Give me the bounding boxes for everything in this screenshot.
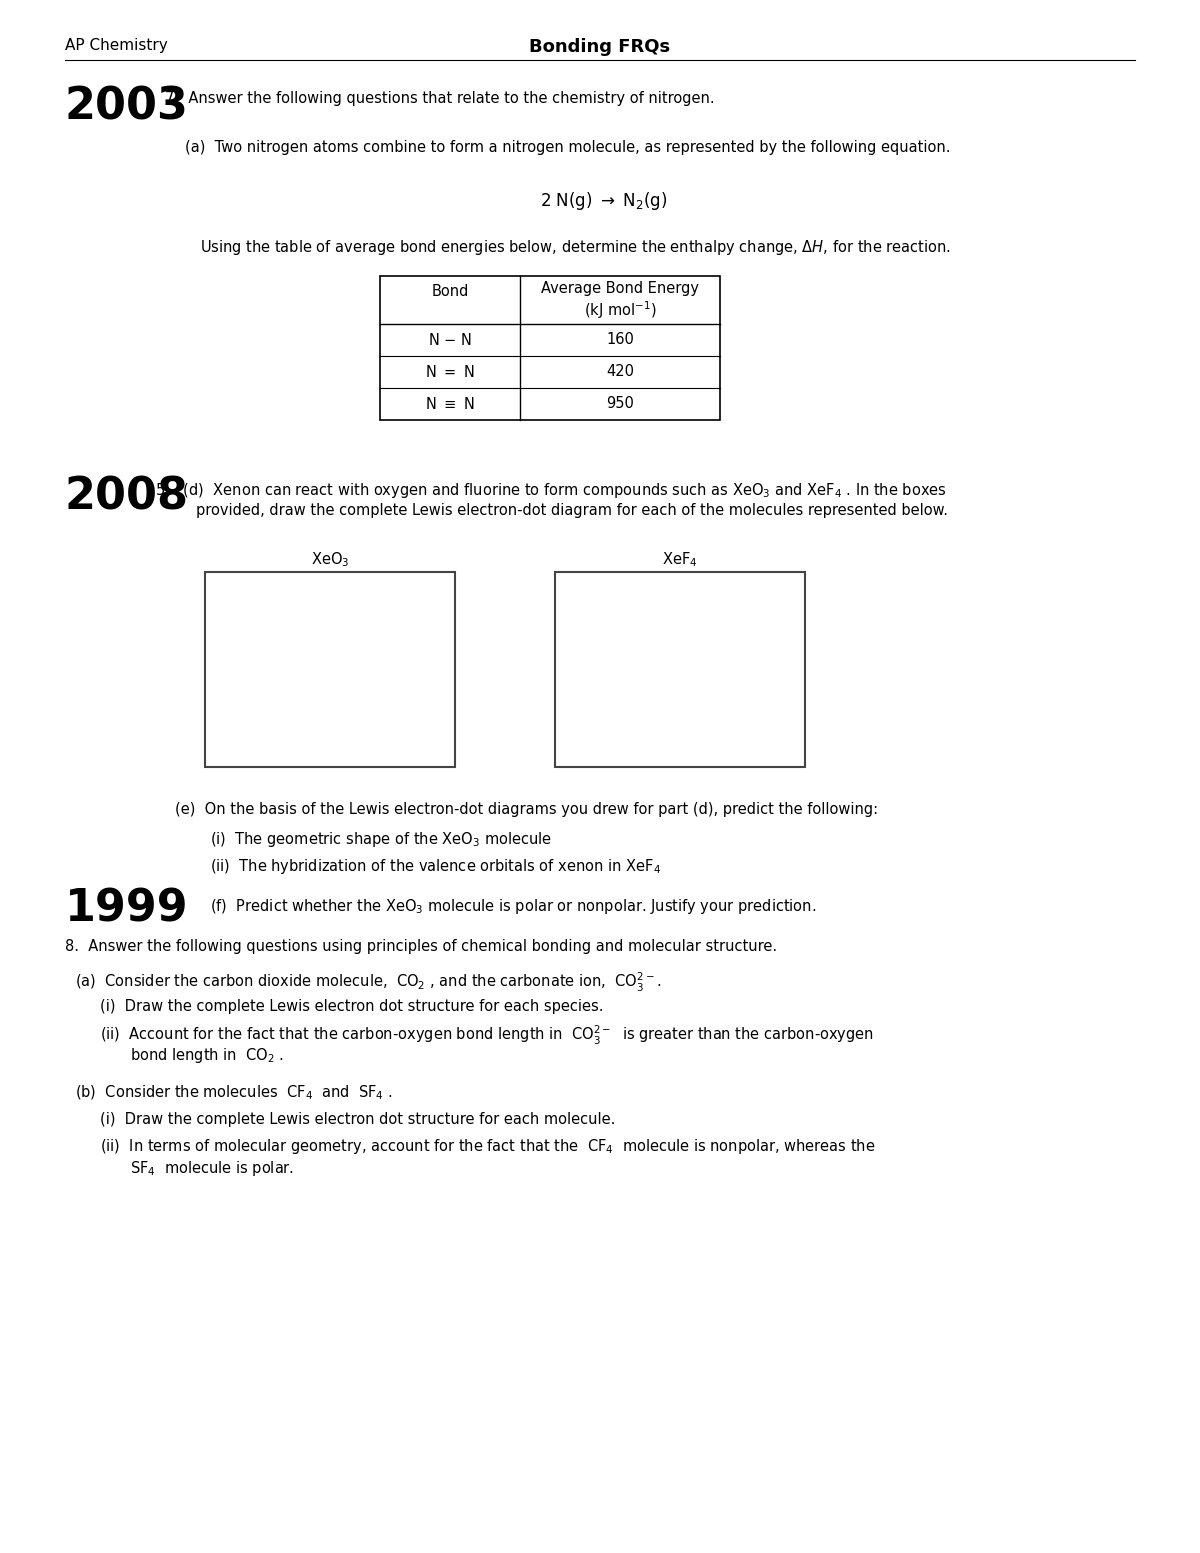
Text: (i)  Draw the complete Lewis electron dot structure for each molecule.: (i) Draw the complete Lewis electron dot… — [100, 1112, 616, 1127]
Text: XeF$_4$: XeF$_4$ — [662, 550, 697, 568]
Text: 2008: 2008 — [65, 475, 190, 519]
Text: SF$_4$  molecule is polar.: SF$_4$ molecule is polar. — [130, 1159, 294, 1179]
Text: 8.  Answer the following questions using principles of chemical bonding and mole: 8. Answer the following questions using … — [65, 940, 778, 954]
Text: (a)  Two nitrogen atoms combine to form a nitrogen molecule, as represented by t: (a) Two nitrogen atoms combine to form a… — [185, 140, 950, 155]
Text: bond length in  CO$_2$ .: bond length in CO$_2$ . — [130, 1047, 284, 1065]
Text: (f)  Predict whether the XeO$_3$ molecule is polar or nonpolar. Justify your pre: (f) Predict whether the XeO$_3$ molecule… — [210, 898, 816, 916]
Text: 2003: 2003 — [65, 85, 188, 127]
Text: (ii)  The hybridization of the valence orbitals of xenon in XeF$_4$: (ii) The hybridization of the valence or… — [210, 857, 661, 876]
Text: 5.   (d)  Xenon can react with oxygen and fluorine to form compounds such as XeO: 5. (d) Xenon can react with oxygen and f… — [155, 481, 947, 500]
Text: Using the table of average bond energies below, determine the enthalpy change, $: Using the table of average bond energies… — [200, 238, 950, 256]
Text: N $\equiv$ N: N $\equiv$ N — [425, 396, 475, 412]
Text: 160: 160 — [606, 332, 634, 346]
Text: (i)  The geometric shape of the XeO$_3$ molecule: (i) The geometric shape of the XeO$_3$ m… — [210, 829, 552, 849]
Text: (ii)  Account for the fact that the carbon-oxygen bond length in  CO$_3^{2-}$  i: (ii) Account for the fact that the carbo… — [100, 1023, 874, 1047]
Text: XeO$_3$: XeO$_3$ — [311, 550, 349, 568]
Text: (ii)  In terms of molecular geometry, account for the fact that the  CF$_4$  mol: (ii) In terms of molecular geometry, acc… — [100, 1137, 876, 1155]
Text: (b)  Consider the molecules  CF$_4$  and  SF$_4$ .: (b) Consider the molecules CF$_4$ and SF… — [74, 1084, 392, 1103]
Text: 1999: 1999 — [65, 887, 188, 930]
Bar — [554, 572, 805, 767]
Text: Bond: Bond — [431, 284, 469, 300]
Text: (i)  Draw the complete Lewis electron dot structure for each species.: (i) Draw the complete Lewis electron dot… — [100, 999, 604, 1014]
Text: 420: 420 — [606, 363, 634, 379]
Text: 2 N(g) $\rightarrow$ N$_2$(g): 2 N(g) $\rightarrow$ N$_2$(g) — [540, 189, 667, 213]
Text: provided, draw the complete Lewis electron-dot diagram for each of the molecules: provided, draw the complete Lewis electr… — [196, 503, 948, 519]
Text: (kJ mol$^{-1}$): (kJ mol$^{-1}$) — [583, 300, 656, 321]
Text: N $=$ N: N $=$ N — [425, 363, 475, 380]
Bar — [380, 276, 720, 419]
Text: AP Chemistry: AP Chemistry — [65, 37, 168, 53]
Text: 7.  Answer the following questions that relate to the chemistry of nitrogen.: 7. Answer the following questions that r… — [166, 92, 715, 106]
Text: N $-$ N: N $-$ N — [428, 332, 472, 348]
Text: 950: 950 — [606, 396, 634, 412]
Text: Average Bond Energy: Average Bond Energy — [541, 281, 698, 297]
Text: (a)  Consider the carbon dioxide molecule,  CO$_2$ , and the carbonate ion,  CO$: (a) Consider the carbon dioxide molecule… — [74, 971, 661, 994]
Text: (e)  On the basis of the Lewis electron-dot diagrams you drew for part (d), pred: (e) On the basis of the Lewis electron-d… — [175, 801, 878, 817]
Text: Bonding FRQs: Bonding FRQs — [529, 37, 671, 56]
Bar — [205, 572, 455, 767]
